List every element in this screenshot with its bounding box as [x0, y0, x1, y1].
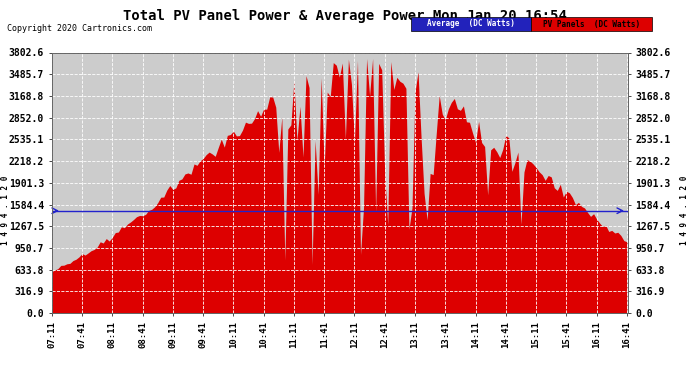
Text: Copyright 2020 Cartronics.com: Copyright 2020 Cartronics.com — [7, 24, 152, 33]
Text: 1 4 9 4 . 1 2 0: 1 4 9 4 . 1 2 0 — [680, 176, 689, 245]
Text: 1 4 9 4 . 1 2 0: 1 4 9 4 . 1 2 0 — [1, 176, 10, 245]
Text: Total PV Panel Power & Average Power Mon Jan 20 16:54: Total PV Panel Power & Average Power Mon… — [123, 9, 567, 23]
Text: Average  (DC Watts): Average (DC Watts) — [427, 20, 515, 28]
Text: PV Panels  (DC Watts): PV Panels (DC Watts) — [543, 20, 640, 28]
